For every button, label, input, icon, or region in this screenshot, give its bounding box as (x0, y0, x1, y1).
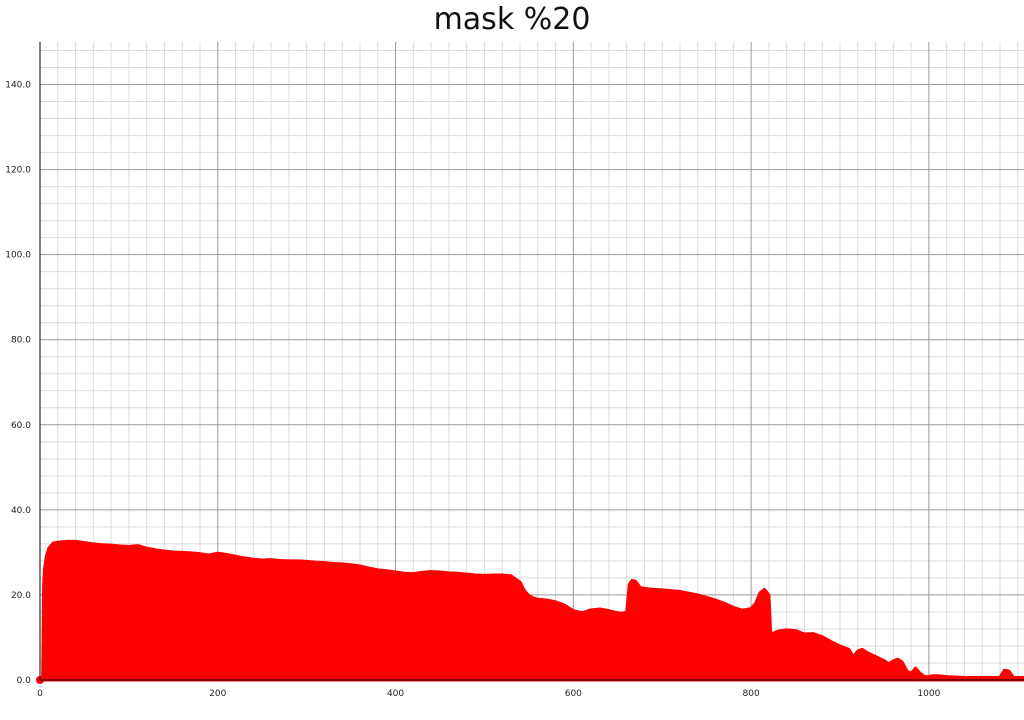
series-layer (36, 539, 1024, 684)
x-tick-label: 400 (387, 689, 404, 699)
x-tick-labels: 0 200 400 600 800 1000 (37, 689, 940, 699)
x-tick-label: 0 (37, 689, 43, 699)
x-tick-label: 1000 (917, 689, 940, 699)
y-tick-label: 40.0 (11, 506, 31, 516)
y-tick-label: 100.0 (5, 251, 31, 261)
x-tick-label: 600 (565, 689, 582, 699)
y-tick-label: 60.0 (11, 421, 31, 431)
series-area (38, 539, 1024, 682)
y-tick-labels: 0.0 20.0 40.0 60.0 80.0 100.0 120.0 140.0 (5, 81, 31, 686)
y-tick-label: 80.0 (11, 336, 31, 346)
x-tick-label: 200 (209, 689, 226, 699)
y-tick-label: 20.0 (11, 591, 31, 601)
chart-title: mask %20 (433, 2, 591, 37)
y-tick-label: 0.0 (17, 676, 32, 686)
axes (39, 42, 1024, 681)
y-tick-label: 140.0 (5, 81, 31, 91)
x-tick-label: 800 (743, 689, 760, 699)
y-tick-label: 120.0 (5, 166, 31, 176)
